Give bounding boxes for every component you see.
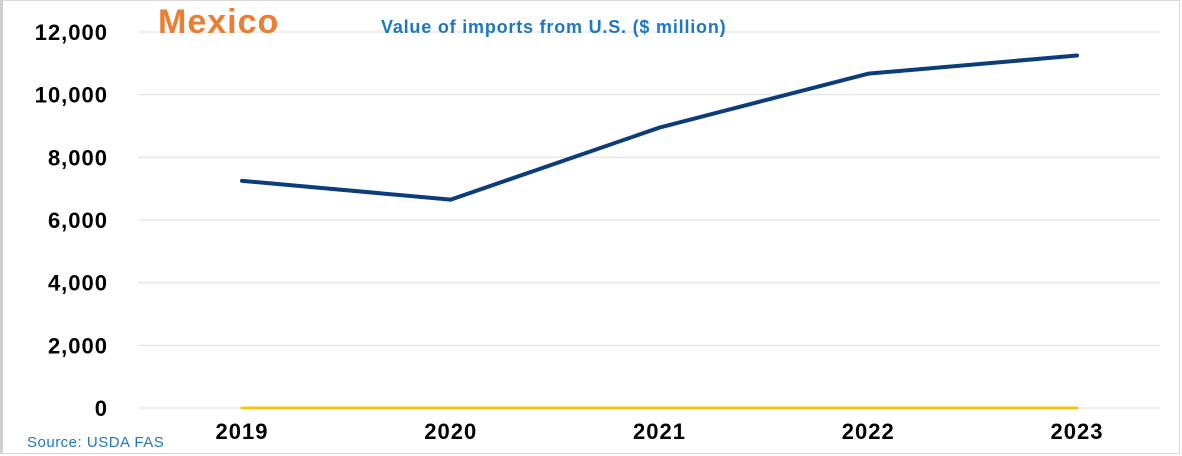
y-tick-label: 10,000: [35, 83, 108, 108]
gridlines: [138, 31, 1160, 409]
x-axis-ticks: 2019 2020 2021 2022 2023: [216, 419, 1104, 444]
y-tick-label: 12,000: [35, 20, 108, 45]
x-tick-label: 2022: [842, 419, 895, 444]
x-tick-label: 2019: [216, 419, 269, 444]
chart-subtitle: Value of imports from U.S. ($ million): [381, 17, 726, 37]
y-axis-ticks: 0 2,000 4,000 6,000 8,000 10,000 12,000: [35, 20, 108, 421]
y-tick-label: 8,000: [48, 145, 108, 170]
source-note: Source: USDA FAS: [27, 434, 164, 451]
y-tick-label: 0: [95, 396, 108, 421]
x-tick-label: 2023: [1051, 419, 1104, 444]
chart-title: Mexico: [158, 3, 279, 41]
y-tick-label: 2,000: [48, 333, 108, 358]
y-tick-label: 6,000: [48, 208, 108, 233]
series: [240, 53, 1079, 410]
x-tick-label: 2021: [633, 419, 686, 444]
y-tick-label: 4,000: [48, 271, 108, 296]
x-tick-label: 2020: [424, 419, 477, 444]
